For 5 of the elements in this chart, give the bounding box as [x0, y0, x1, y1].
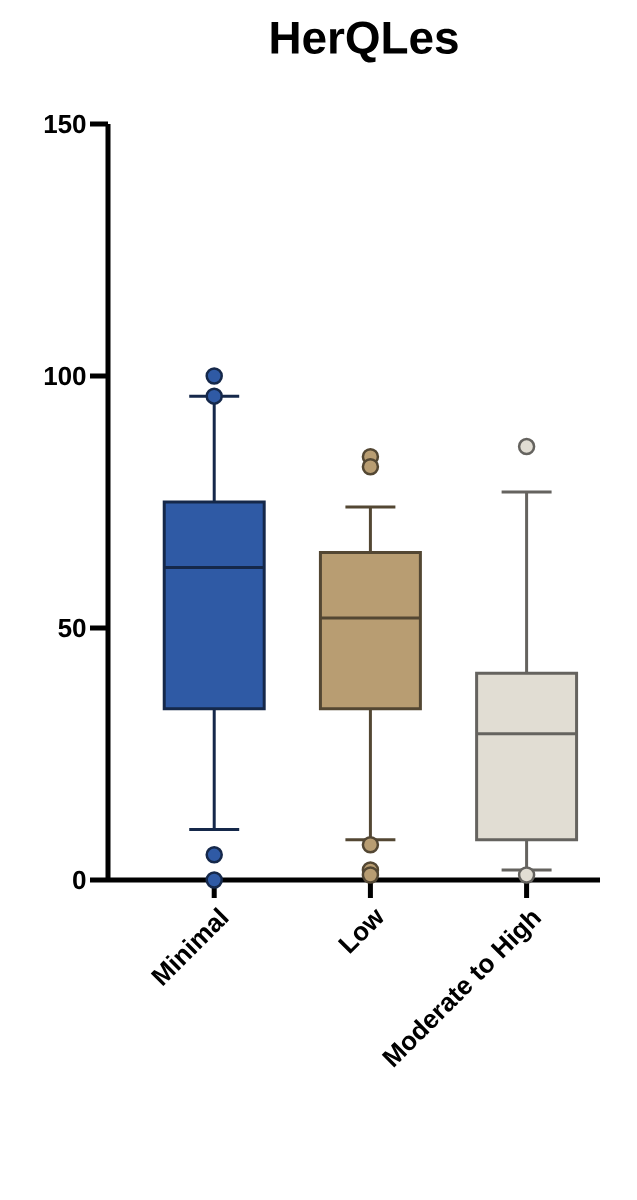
y-tick-label: 0 [73, 870, 86, 890]
y-tick-label: 100 [44, 366, 86, 386]
y-tick-label: 150 [44, 114, 86, 134]
y-tick-label: 50 [58, 618, 86, 638]
chart-title: HerQLes [271, 21, 458, 63]
